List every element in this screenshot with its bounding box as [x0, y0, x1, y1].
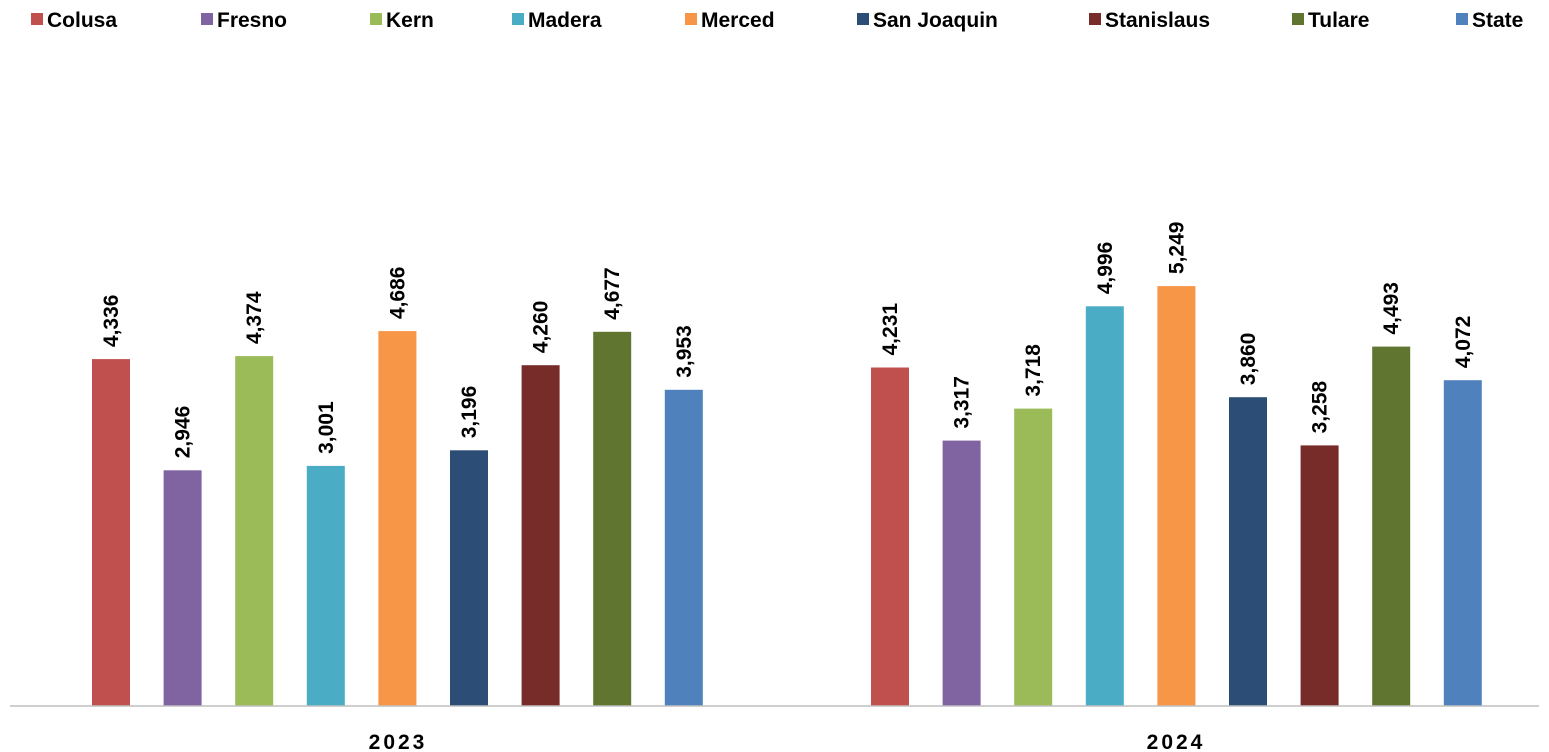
legend-swatch-colusa — [31, 13, 43, 25]
legend-label-colusa: Colusa — [47, 9, 117, 32]
bar-madera-2024 — [1085, 306, 1124, 706]
data-label-madera-2024: 4,996 — [1094, 242, 1117, 295]
data-label-state-2024: 4,072 — [1452, 316, 1475, 369]
bar-madera-2023 — [306, 465, 345, 706]
legend-swatch-stanislaus — [1089, 13, 1101, 25]
data-label-stanislaus-2023: 4,260 — [530, 301, 553, 354]
bar-kern-2024 — [1014, 408, 1053, 706]
legend-label-kern: Kern — [386, 9, 434, 32]
data-label-kern-2024: 3,718 — [1022, 344, 1045, 397]
data-label-colusa-2024: 4,231 — [879, 303, 902, 356]
legend-swatch-fresno — [201, 13, 213, 25]
data-label-madera-2023: 3,001 — [315, 401, 338, 454]
data-label-kern-2023: 4,374 — [243, 291, 266, 344]
category-label-2024: 2024 — [1147, 731, 1206, 752]
data-label-san-joaquin-2023: 3,196 — [458, 386, 481, 439]
bar-tulare-2023 — [593, 331, 632, 706]
bar-stanislaus-2024 — [1300, 445, 1339, 706]
bar-merced-2024 — [1157, 286, 1196, 706]
legend-label-stanislaus: Stanislaus — [1105, 9, 1210, 32]
bar-colusa-2024 — [871, 367, 909, 706]
data-label-tulare-2024: 4,493 — [1380, 282, 1403, 335]
data-label-stanislaus-2024: 3,258 — [1309, 381, 1332, 434]
category-labels: 2023 2024 — [369, 731, 1206, 752]
legend-swatch-tulare — [1292, 13, 1304, 25]
bar-stanislaus-2023 — [521, 365, 560, 706]
data-label-colusa-2023: 4,336 — [100, 295, 123, 348]
data-label-fresno-2024: 3,317 — [951, 376, 974, 429]
bar-colusa-2023 — [92, 359, 130, 706]
legend-label-san-joaquin: San Joaquin — [873, 9, 998, 32]
legend-swatch-state — [1456, 13, 1468, 25]
legend-label-state: State — [1472, 9, 1523, 32]
legend-swatch-san-joaquin — [857, 13, 869, 25]
bar-tulare-2024 — [1372, 346, 1411, 706]
data-label-merced-2023: 4,686 — [386, 267, 409, 320]
data-label-state-2023: 3,953 — [673, 325, 696, 378]
legend: Colusa Fresno Kern Madera Merced San Joaquin S… — [31, 9, 1523, 32]
legend-swatch-madera — [512, 13, 524, 25]
category-label-2023: 2023 — [369, 731, 428, 752]
bar-san-joaquin-2024 — [1229, 397, 1267, 706]
bar-san-joaquin-2023 — [450, 450, 488, 706]
bars — [92, 286, 1482, 706]
legend-label-fresno: Fresno — [217, 9, 287, 32]
data-labels: 4,336 2,946 4,374 3,001 4,686 3,196 4,260 4,677… — [100, 222, 1475, 459]
legend-label-tulare: Tulare — [1308, 9, 1369, 32]
data-label-san-joaquin-2024: 3,860 — [1237, 333, 1260, 386]
bar-state-2024 — [1443, 380, 1482, 706]
bar-fresno-2024 — [942, 440, 981, 706]
legend-label-madera: Madera — [528, 9, 602, 32]
bar-merced-2023 — [378, 331, 417, 706]
data-label-merced-2024: 5,249 — [1165, 222, 1188, 275]
bar-kern-2023 — [235, 356, 274, 706]
data-label-fresno-2023: 2,946 — [172, 406, 195, 459]
legend-swatch-kern — [370, 13, 382, 25]
bar-fresno-2023 — [163, 470, 202, 706]
data-label-tulare-2023: 4,677 — [601, 267, 624, 320]
legend-label-merced: Merced — [701, 9, 775, 32]
legend-swatch-merced — [685, 13, 697, 25]
bar-state-2023 — [664, 389, 703, 706]
